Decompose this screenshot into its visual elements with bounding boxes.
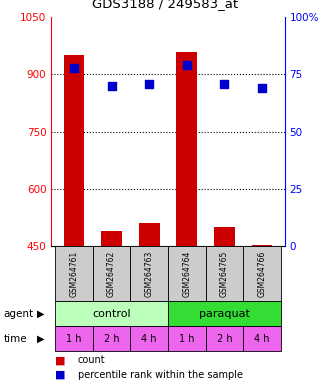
FancyBboxPatch shape xyxy=(130,246,168,301)
Text: GDS3188 / 249583_at: GDS3188 / 249583_at xyxy=(92,0,239,10)
FancyBboxPatch shape xyxy=(206,326,243,351)
Bar xyxy=(101,230,122,246)
Text: GSM264764: GSM264764 xyxy=(182,250,191,297)
FancyBboxPatch shape xyxy=(55,301,168,326)
Bar xyxy=(214,227,235,246)
Text: 2 h: 2 h xyxy=(104,334,119,344)
FancyBboxPatch shape xyxy=(243,246,281,301)
Text: 4 h: 4 h xyxy=(141,334,157,344)
FancyBboxPatch shape xyxy=(130,326,168,351)
FancyBboxPatch shape xyxy=(243,326,281,351)
Text: GSM264761: GSM264761 xyxy=(70,250,78,297)
FancyBboxPatch shape xyxy=(168,301,281,326)
FancyBboxPatch shape xyxy=(168,246,206,301)
Text: 4 h: 4 h xyxy=(254,334,270,344)
Point xyxy=(222,81,227,87)
FancyBboxPatch shape xyxy=(93,326,130,351)
Bar xyxy=(64,55,84,246)
FancyBboxPatch shape xyxy=(55,246,93,301)
Text: control: control xyxy=(92,309,131,319)
Point xyxy=(184,62,189,68)
Point xyxy=(260,85,265,91)
Point xyxy=(71,65,76,71)
Bar xyxy=(139,223,160,246)
Text: paraquat: paraquat xyxy=(199,309,250,319)
Text: percentile rank within the sample: percentile rank within the sample xyxy=(78,370,243,380)
Text: 1 h: 1 h xyxy=(179,334,195,344)
Bar xyxy=(252,245,272,246)
FancyBboxPatch shape xyxy=(206,246,243,301)
Point xyxy=(147,81,152,87)
Text: GSM264765: GSM264765 xyxy=(220,250,229,297)
Text: ▶: ▶ xyxy=(37,334,45,344)
Text: count: count xyxy=(78,356,105,366)
Text: agent: agent xyxy=(3,309,33,319)
Text: 2 h: 2 h xyxy=(216,334,232,344)
Text: ■: ■ xyxy=(55,370,65,380)
Point xyxy=(109,83,114,89)
Text: GSM264763: GSM264763 xyxy=(145,250,154,297)
Text: 1 h: 1 h xyxy=(66,334,82,344)
Text: time: time xyxy=(3,334,27,344)
Text: GSM264766: GSM264766 xyxy=(258,250,266,297)
FancyBboxPatch shape xyxy=(93,246,130,301)
Text: ▶: ▶ xyxy=(37,309,45,319)
Text: GSM264762: GSM264762 xyxy=(107,250,116,297)
Text: ■: ■ xyxy=(55,356,65,366)
FancyBboxPatch shape xyxy=(55,326,93,351)
FancyBboxPatch shape xyxy=(168,326,206,351)
Bar xyxy=(176,51,197,246)
